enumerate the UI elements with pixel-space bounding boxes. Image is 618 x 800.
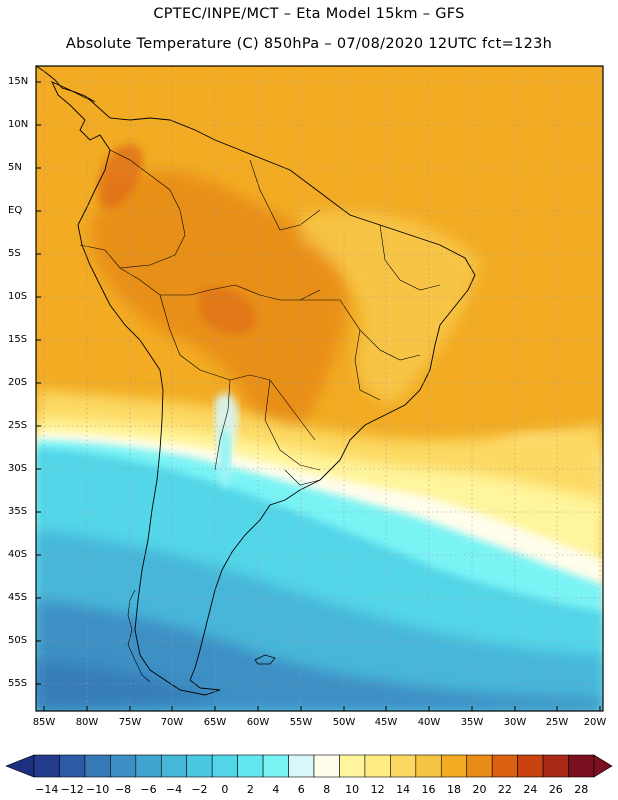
lon-label: 55W <box>289 717 313 728</box>
map-frame <box>35 65 604 712</box>
graticule <box>36 66 603 711</box>
lat-label: 50S <box>8 635 28 646</box>
colorbar-label: −8 <box>114 783 132 796</box>
field-blue-band <box>36 600 603 711</box>
axis-ticks <box>36 81 601 711</box>
lon-label: 60W <box>246 717 270 728</box>
lat-label: 10S <box>8 291 28 302</box>
colorbar-label: 8 <box>323 783 331 796</box>
field-east-yellow <box>300 211 480 402</box>
colorbar-label: −12 <box>60 783 84 796</box>
colorbar-label: −10 <box>86 783 110 796</box>
south-america-outline <box>51 81 476 696</box>
falklands-outline <box>254 654 276 665</box>
map-title: CPTEC/INPE/MCT – Eta Model 15km – GFS <box>153 6 465 22</box>
lat-label: EQ <box>8 205 23 216</box>
colorbar-label: 26 <box>548 783 563 796</box>
lat-label: 55S <box>8 678 28 689</box>
colorbar-label: 0 <box>221 783 229 796</box>
lat-label: 25S <box>8 420 28 431</box>
lat-label: 30S <box>8 463 28 474</box>
colorbar-label: −6 <box>140 783 157 796</box>
colorbar-label: 4 <box>272 783 280 796</box>
central-america-outline <box>36 66 96 103</box>
lon-label: 20W <box>583 717 607 728</box>
lon-label: 75W <box>118 717 142 728</box>
colorbar-label: 20 <box>472 783 487 796</box>
lat-label: 15S <box>8 334 28 345</box>
lon-label: 25W <box>545 717 569 728</box>
colorbar-label: 28 <box>574 783 589 796</box>
lon-label: 70W <box>160 717 184 728</box>
lat-label: 10N <box>8 119 29 130</box>
colorbar-label: 24 <box>523 783 538 796</box>
colorbar-label: −4 <box>165 783 183 796</box>
field-deepblue-band <box>36 660 220 711</box>
field-cold-tongue-core <box>219 429 231 482</box>
lat-label: 35S <box>8 506 28 517</box>
colorbar-label: 10 <box>345 783 360 796</box>
lon-label: 35W <box>460 717 484 728</box>
lat-label: 5S <box>8 248 21 259</box>
lon-label: 30W <box>503 717 527 728</box>
colorbar-label: 12 <box>370 783 385 796</box>
lon-label: 80W <box>75 717 99 728</box>
colorbar-label: 14 <box>396 783 411 796</box>
lat-label: 45S <box>8 592 28 603</box>
colorbar-label: 22 <box>497 783 512 796</box>
lon-label: 40W <box>417 717 441 728</box>
lon-label: 65W <box>203 717 227 728</box>
field-central-hot <box>200 287 256 334</box>
lat-label: 40S <box>8 549 28 560</box>
colorbar-label: 16 <box>421 783 436 796</box>
map-subtitle: Absolute Temperature (C) 850hPa – 07/08/… <box>65 36 553 52</box>
colorbar-label: 18 <box>447 783 461 796</box>
colorbar-label: −14 <box>35 783 59 796</box>
colorbar-label: 6 <box>297 783 305 796</box>
lon-label: 50W <box>332 717 356 728</box>
country-borders <box>79 149 441 486</box>
lon-label: 45W <box>374 717 398 728</box>
colorbar-label: −2 <box>191 783 208 796</box>
lat-label: 5N <box>8 162 22 173</box>
lon-label: 85W <box>32 717 56 728</box>
lat-label: 15N <box>8 76 29 87</box>
field-andes-hot <box>98 144 144 209</box>
lat-label: 20S <box>8 377 28 388</box>
colorbar-label: 2 <box>246 783 254 796</box>
